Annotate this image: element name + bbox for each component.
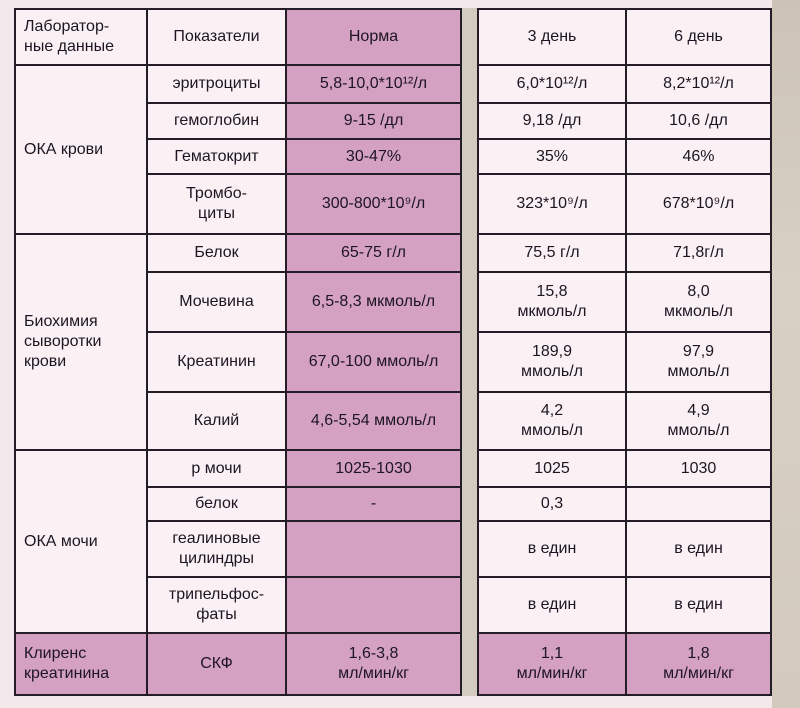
- table-row: Калий 4,6-5,54 ммоль/л 4,2 ммоль/л 4,9 м…: [14, 393, 772, 451]
- table-row: геалиновые цилиндры в един в един: [14, 522, 772, 578]
- header-norm: Норма: [287, 8, 462, 66]
- norm-cell: 5,8-10,0*10¹²/л: [287, 66, 462, 104]
- day6-cell: 46%: [627, 140, 772, 175]
- indicator-cell: гемоглобин: [148, 104, 287, 140]
- day6-cell: 10,6 /дл: [627, 104, 772, 140]
- day6-cell: 1030: [627, 451, 772, 488]
- indicator-cell: белок: [148, 488, 287, 522]
- day3-cell: 1025: [477, 451, 627, 488]
- day3-cell: 9,18 /дл: [477, 104, 627, 140]
- day3-cell: 0,3: [477, 488, 627, 522]
- norm-cell: 4,6-5,54 ммоль/л: [287, 393, 462, 451]
- indicator-cell: Гематокрит: [148, 140, 287, 175]
- indicator-cell: Калий: [148, 393, 287, 451]
- norm-cell: [287, 522, 462, 578]
- header-lab-data: Лаборатор- ные данные: [14, 8, 148, 66]
- header-day3: 3 день: [477, 8, 627, 66]
- day3-cell: 6,0*10¹²/л: [477, 66, 627, 104]
- table-header-row: Лаборатор- ные данные Показатели Норма 3…: [14, 8, 772, 696]
- indicator-cell: Мочевина: [148, 273, 287, 333]
- table-row: гемоглобин 9-15 /дл 9,18 /дл 10,6 /дл: [14, 104, 772, 140]
- group-cell-clearance: Клиренс креатинина: [14, 634, 148, 696]
- day6-cell: 97,9 ммоль/л: [627, 333, 772, 393]
- table-row: ОКА мочи р мочи 1025-1030 1025 1030: [14, 451, 772, 634]
- indicator-cell: геалиновые цилиндры: [148, 522, 287, 578]
- indicator-cell: Белок: [148, 235, 287, 273]
- group-cell-biochem: Биохимия сыворотки крови: [14, 235, 148, 451]
- norm-cell: 9-15 /дл: [287, 104, 462, 140]
- norm-cell: 6,5-8,3 мкмоль/л: [287, 273, 462, 333]
- column-gap: [462, 8, 477, 696]
- day6-cell: 1,8 мл/мин/кг: [627, 634, 772, 696]
- day3-cell: 15,8 мкмоль/л: [477, 273, 627, 333]
- norm-cell: [287, 578, 462, 634]
- day3-cell: в един: [477, 578, 627, 634]
- table-row: белок - 0,3: [14, 488, 772, 522]
- day6-cell: 678*10⁹/л: [627, 175, 772, 235]
- norm-cell: 67,0-100 ммоль/л: [287, 333, 462, 393]
- norm-cell: 30-47%: [287, 140, 462, 175]
- table-row: Тромбо- циты 300-800*10⁹/л 323*10⁹/л 678…: [14, 175, 772, 235]
- indicator-cell: р мочи: [148, 451, 287, 488]
- indicator-cell: Креатинин: [148, 333, 287, 393]
- day3-cell: 1,1 мл/мин/кг: [477, 634, 627, 696]
- table-row: Биохимия сыворотки крови Белок 65-75 г/л…: [14, 235, 772, 451]
- table-row: Гематокрит 30-47% 35% 46%: [14, 140, 772, 175]
- table-row: Мочевина 6,5-8,3 мкмоль/л 15,8 мкмоль/л …: [14, 273, 772, 333]
- table-row: ОКА крови эритроциты 5,8-10,0*10¹²/л 6,0…: [14, 66, 772, 235]
- norm-cell: 65-75 г/л: [287, 235, 462, 273]
- day3-cell: 4,2 ммоль/л: [477, 393, 627, 451]
- lab-results-table: Лаборатор- ные данные Показатели Норма 3…: [14, 8, 772, 696]
- norm-cell: 1,6-3,8 мл/мин/кг: [287, 634, 462, 696]
- day6-cell: 4,9 ммоль/л: [627, 393, 772, 451]
- group-cell-oka-blood: ОКА крови: [14, 66, 148, 235]
- header-day6: 6 день: [627, 8, 772, 66]
- day3-cell: 75,5 г/л: [477, 235, 627, 273]
- norm-cell: 1025-1030: [287, 451, 462, 488]
- table-row: Креатинин 67,0-100 ммоль/л 189,9 ммоль/л…: [14, 333, 772, 393]
- scan-edge-strip: [772, 0, 800, 708]
- norm-cell: -: [287, 488, 462, 522]
- group-cell-oka-urine: ОКА мочи: [14, 451, 148, 634]
- indicator-cell: трипельфос- фаты: [148, 578, 287, 634]
- day6-cell: 8,2*10¹²/л: [627, 66, 772, 104]
- day6-cell: в един: [627, 578, 772, 634]
- day6-cell: в един: [627, 522, 772, 578]
- day3-cell: 323*10⁹/л: [477, 175, 627, 235]
- day3-cell: 35%: [477, 140, 627, 175]
- indicator-cell: Тромбо- циты: [148, 175, 287, 235]
- day6-cell: [627, 488, 772, 522]
- norm-cell: 300-800*10⁹/л: [287, 175, 462, 235]
- day3-cell: 189,9 ммоль/л: [477, 333, 627, 393]
- day6-cell: 71,8г/л: [627, 235, 772, 273]
- indicator-cell: СКФ: [148, 634, 287, 696]
- day3-cell: в един: [477, 522, 627, 578]
- table-row: трипельфос- фаты в един в един: [14, 578, 772, 634]
- table-row: Клиренс креатинина СКФ 1,6-3,8 мл/мин/кг…: [14, 634, 772, 696]
- header-indicators: Показатели: [148, 8, 287, 66]
- day6-cell: 8,0 мкмоль/л: [627, 273, 772, 333]
- indicator-cell: эритроциты: [148, 66, 287, 104]
